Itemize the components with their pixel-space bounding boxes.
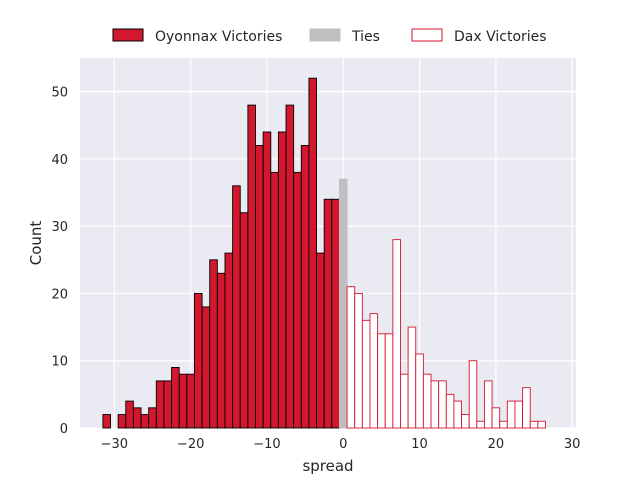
histogram-bar: [270, 171, 279, 429]
x-tick-label: −10: [253, 437, 280, 452]
histogram-bar: [247, 104, 256, 429]
histogram-bar: [384, 333, 394, 429]
histogram-bar: [422, 373, 432, 429]
histogram-bar: [537, 420, 546, 429]
histogram-bar: [277, 131, 287, 429]
histogram-bar: [293, 171, 302, 429]
bars-group: [102, 77, 546, 429]
histogram-bar: [392, 239, 401, 429]
histogram-bar: [400, 373, 409, 429]
x-tick-label: −30: [101, 437, 128, 452]
histogram-bar: [514, 400, 524, 429]
x-tick-label: 10: [411, 437, 428, 452]
histogram-bar: [216, 272, 226, 429]
histogram-bar: [468, 360, 478, 429]
histogram-bar: [445, 393, 455, 429]
legend-swatch: [309, 28, 341, 42]
histogram-bar: [529, 420, 539, 429]
histogram-bar: [239, 212, 249, 429]
x-tick-label: −20: [177, 437, 204, 452]
histogram-bar: [338, 178, 348, 429]
y-tick-label: 50: [51, 86, 68, 101]
legend-entry: Dax Victories: [411, 28, 547, 45]
histogram-bar: [148, 407, 157, 429]
y-tick-label: 20: [51, 287, 68, 302]
histogram-bar: [506, 400, 516, 429]
histogram-bar: [453, 400, 462, 429]
histogram-bar: [125, 400, 134, 429]
histogram-bar: [155, 380, 165, 429]
x-axis-label: spread: [302, 457, 353, 475]
histogram-bar: [178, 373, 188, 429]
histogram-bar: [140, 414, 150, 429]
legend-label: Ties: [351, 29, 380, 45]
y-axis-label: Count: [27, 221, 45, 266]
histogram-bar: [316, 252, 325, 429]
histogram-bar: [132, 407, 142, 429]
histogram-bar: [331, 198, 340, 429]
histogram-bar: [323, 198, 333, 429]
histogram-bar: [415, 353, 424, 429]
histogram-bar: [438, 380, 447, 429]
histogram-bar: [262, 131, 272, 429]
histogram-bar: [209, 259, 218, 429]
histogram-bar: [483, 380, 493, 429]
histogram-bar: [476, 420, 485, 429]
x-tick-label: 20: [488, 437, 505, 452]
histogram-bar: [377, 333, 386, 429]
y-tick-label: 10: [51, 355, 68, 370]
y-tick-label: 30: [51, 220, 68, 235]
histogram-bar: [163, 380, 173, 429]
legend-label: Dax Victories: [454, 29, 547, 45]
histogram-bar: [461, 414, 470, 429]
histogram-bar: [224, 252, 234, 429]
legend: Oyonnax Victories Ties Dax Victories: [112, 28, 547, 45]
legend-label: Oyonnax Victories: [155, 29, 282, 45]
legend-entry: Ties: [309, 28, 380, 45]
y-tick-label: 0: [60, 422, 68, 437]
histogram-bar: [285, 104, 295, 429]
histogram-bar: [499, 420, 508, 429]
histogram-bar: [102, 414, 111, 429]
y-tick-labels: 0 10 20 30 40 50: [51, 86, 68, 437]
histogram-bar: [491, 407, 501, 429]
histogram-bar: [300, 145, 310, 429]
legend-swatch: [411, 28, 443, 42]
histogram-bar: [201, 306, 211, 429]
histogram-bar: [232, 185, 241, 429]
histogram-bar: [430, 380, 440, 429]
x-tick-label: 0: [339, 437, 347, 452]
x-tick-label: 30: [564, 437, 581, 452]
x-tick-labels: −30 −20 −10 0 10 20 30: [101, 437, 581, 452]
legend-entry: Oyonnax Victories: [112, 28, 282, 45]
histogram-bar: [354, 293, 363, 429]
histogram-bar: [522, 387, 531, 429]
histogram-bar: [194, 293, 203, 429]
histogram-bar: [255, 145, 264, 429]
histogram-bar: [346, 286, 356, 429]
histogram-bar: [369, 313, 379, 429]
histogram-bar: [407, 326, 417, 429]
legend-swatch: [112, 28, 144, 42]
histogram-bar: [171, 367, 180, 429]
y-tick-label: 40: [51, 153, 68, 168]
histogram-bar: [308, 77, 318, 429]
histogram-bar: [361, 319, 371, 429]
histogram-bar: [117, 414, 127, 429]
histogram-bar: [186, 373, 195, 429]
